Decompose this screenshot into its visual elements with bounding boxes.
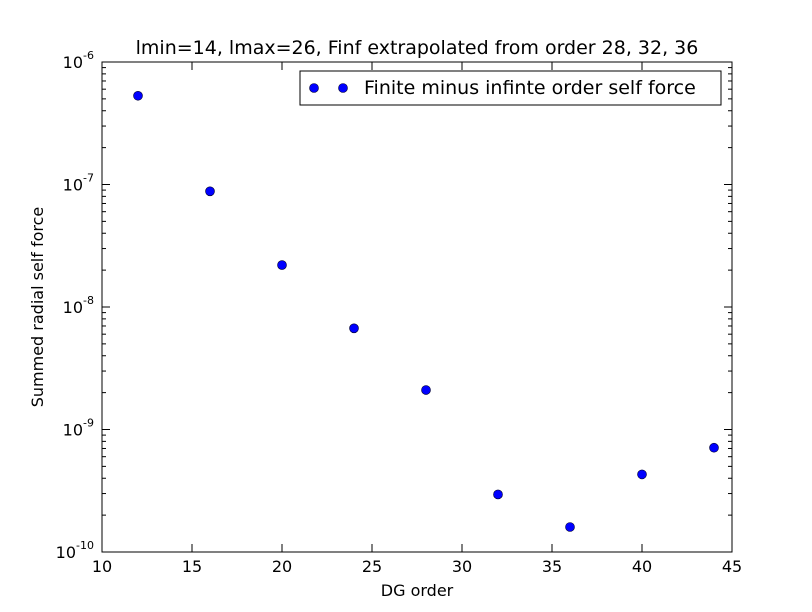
y-tick-base: 10 bbox=[63, 298, 83, 317]
data-point bbox=[133, 90, 143, 101]
y-tick-base: 10 bbox=[56, 543, 76, 562]
legend-label: Finite minus infinte order self force bbox=[364, 77, 696, 99]
y-tick-label: 10-6 bbox=[63, 49, 94, 72]
data-points bbox=[133, 90, 719, 532]
x-tick-label: 40 bbox=[632, 557, 652, 576]
x-tick-label: 15 bbox=[182, 557, 202, 576]
y-tick-exponent: -7 bbox=[83, 172, 94, 185]
y-tick-exponent: -9 bbox=[83, 417, 94, 430]
x-tick-label: 30 bbox=[452, 557, 472, 576]
plot-area bbox=[101, 61, 733, 553]
x-tick-label: 35 bbox=[542, 557, 562, 576]
data-point bbox=[205, 186, 215, 197]
x-tick-labels: 10 15 20 25 30 35 40 45 bbox=[92, 557, 742, 576]
data-point bbox=[637, 469, 647, 480]
legend: Finite minus infinte order self force bbox=[299, 70, 722, 106]
y-tick-label: 10-7 bbox=[63, 172, 94, 195]
y-axis-label: Summed radial self force bbox=[28, 207, 47, 408]
data-point bbox=[277, 260, 287, 270]
y-tick-exponent: -6 bbox=[83, 49, 94, 62]
x-tick-label: 25 bbox=[362, 557, 382, 576]
y-tick-base: 10 bbox=[63, 176, 83, 195]
y-tick-exponent: -8 bbox=[83, 294, 94, 307]
x-axis-label: DG order bbox=[381, 581, 454, 600]
y-tick-label: 10-10 bbox=[56, 539, 94, 562]
y-tick-label: 10-9 bbox=[63, 417, 94, 440]
axis-ticks bbox=[101, 61, 733, 553]
chart-title: lmin=14, lmax=26, Finf extrapolated from… bbox=[136, 37, 699, 59]
x-tick-label: 45 bbox=[722, 557, 742, 576]
data-point bbox=[709, 442, 719, 453]
x-tick-label: 20 bbox=[272, 557, 292, 576]
y-tick-base: 10 bbox=[63, 53, 83, 72]
x-tick-label: 10 bbox=[92, 557, 112, 576]
y-tick-base: 10 bbox=[63, 421, 83, 440]
legend-marker-left bbox=[309, 83, 319, 93]
data-point bbox=[349, 323, 359, 334]
data-point bbox=[421, 385, 431, 395]
legend-marker-right bbox=[338, 83, 348, 93]
y-tick-label: 10-8 bbox=[63, 294, 94, 317]
legend-box bbox=[299, 70, 722, 106]
data-point bbox=[565, 522, 575, 532]
y-tick-exponent: -10 bbox=[76, 539, 94, 552]
data-point bbox=[493, 489, 503, 500]
